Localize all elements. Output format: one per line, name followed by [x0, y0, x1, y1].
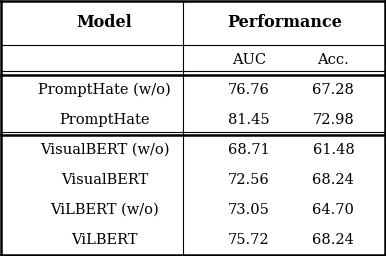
- Text: 68.24: 68.24: [312, 233, 354, 247]
- Text: 73.05: 73.05: [228, 203, 270, 217]
- Text: 72.56: 72.56: [228, 173, 270, 187]
- Text: PromptHate: PromptHate: [59, 113, 150, 127]
- Text: 68.24: 68.24: [312, 173, 354, 187]
- Text: PromptHate (w/o): PromptHate (w/o): [38, 82, 171, 97]
- Text: 61.48: 61.48: [313, 143, 354, 157]
- Text: Performance: Performance: [227, 15, 342, 31]
- Text: ViLBERT (w/o): ViLBERT (w/o): [50, 203, 159, 217]
- Text: Model: Model: [77, 15, 132, 31]
- Text: 64.70: 64.70: [312, 203, 354, 217]
- Text: 72.98: 72.98: [313, 113, 354, 127]
- Text: ViLBERT: ViLBERT: [71, 233, 138, 247]
- Text: 76.76: 76.76: [228, 83, 270, 97]
- Text: 67.28: 67.28: [312, 83, 354, 97]
- Text: 81.45: 81.45: [228, 113, 269, 127]
- Text: Acc.: Acc.: [318, 53, 349, 67]
- Text: 68.71: 68.71: [228, 143, 270, 157]
- Text: VisualBERT (w/o): VisualBERT (w/o): [40, 143, 169, 157]
- Text: 75.72: 75.72: [228, 233, 269, 247]
- Text: AUC: AUC: [232, 53, 266, 67]
- Text: VisualBERT: VisualBERT: [61, 173, 148, 187]
